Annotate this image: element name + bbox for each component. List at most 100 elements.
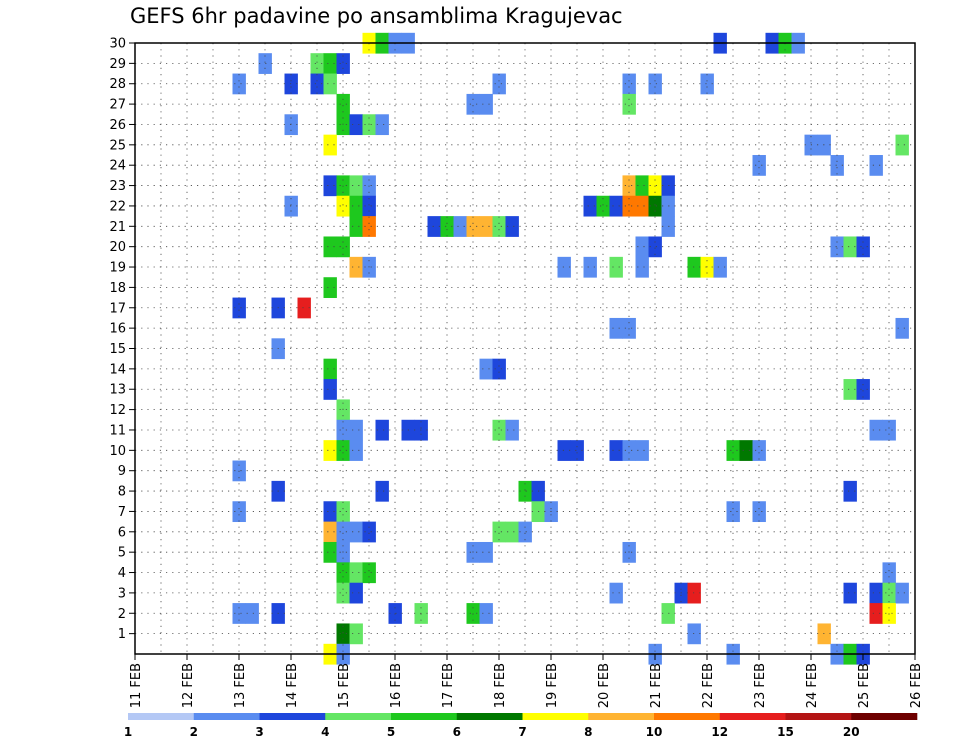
- colorbar-label: 5: [387, 725, 395, 739]
- heatmap-cell: [596, 195, 610, 217]
- heatmap-cell: [336, 501, 350, 523]
- heatmap-cell: [323, 53, 337, 74]
- heatmap-cell: [453, 216, 467, 237]
- heatmap-cell: [375, 419, 389, 441]
- heatmap-cell: [310, 73, 324, 95]
- y-tick-label: 11: [109, 423, 126, 438]
- heatmap-cell: [323, 440, 337, 461]
- heatmap-cell: [895, 317, 909, 339]
- heatmap-cell: [323, 521, 337, 543]
- heatmap-cell: [479, 358, 493, 380]
- heatmap-cell: [856, 379, 870, 400]
- heatmap-cell: [505, 419, 519, 441]
- heatmap-cell: [869, 582, 883, 604]
- heatmap-cell: [362, 216, 376, 237]
- colorbar-label: 20: [843, 725, 860, 739]
- heatmap-cell: [622, 195, 636, 217]
- y-tick-label: 9: [118, 464, 126, 479]
- colorbar-label: 8: [584, 725, 592, 739]
- heatmap-cell: [323, 541, 337, 563]
- heatmap-cell: [895, 134, 909, 156]
- heatmap-cell: [349, 114, 363, 136]
- heatmap-cell: [349, 256, 363, 278]
- colorbar-label: 15: [777, 725, 794, 739]
- heatmap-cell: [557, 440, 571, 461]
- y-tick-label: 22: [109, 199, 126, 214]
- y-tick-label: 18: [109, 281, 126, 296]
- heatmap-cell: [232, 297, 246, 319]
- y-tick-label: 30: [109, 37, 126, 52]
- heatmap-cell: [336, 521, 350, 543]
- colorbar-swatch: [851, 713, 918, 720]
- heatmap-cell: [323, 175, 337, 197]
- y-tick-label: 17: [109, 301, 126, 316]
- colorbar-swatch: [719, 713, 786, 720]
- chart-title: GEFS 6hr padavine po ansamblima Kragujev…: [130, 4, 623, 28]
- heatmap-cell: [700, 73, 714, 95]
- colorbar-label: 7: [518, 725, 526, 739]
- x-tick-label: 22 FEB: [701, 663, 716, 708]
- x-tick-label: 14 FEB: [285, 663, 300, 708]
- heatmap-cell: [492, 73, 506, 95]
- y-tick-label: 6: [118, 525, 126, 540]
- heatmap-cell: [323, 134, 337, 156]
- heatmap-cell: [622, 93, 636, 115]
- heatmap-cell: [648, 73, 662, 95]
- heatmap-cell: [336, 419, 350, 441]
- y-tick-label: 26: [109, 118, 126, 133]
- heatmap-cell: [323, 379, 337, 400]
- heatmap-cell: [336, 562, 350, 584]
- y-tick-label: 3: [118, 586, 126, 601]
- heatmap-cell: [635, 195, 649, 217]
- heatmap-cell: [336, 53, 350, 74]
- y-tick-label: 1: [118, 627, 126, 642]
- heatmap-cell: [362, 195, 376, 217]
- colorbar-label: 3: [255, 725, 263, 739]
- heatmap-cell: [609, 317, 623, 339]
- heatmap-cell: [635, 256, 649, 278]
- heatmap-cell: [609, 440, 623, 461]
- colorbar-swatch: [193, 713, 260, 720]
- heatmap-cell: [869, 419, 883, 441]
- heatmap-cell: [323, 73, 337, 95]
- heatmap-cell: [466, 216, 480, 237]
- y-tick-label: 20: [109, 240, 126, 255]
- heatmap-cell: [583, 256, 597, 278]
- heatmap-cell: [739, 440, 753, 461]
- heatmap-cell: [583, 195, 597, 217]
- y-tick-label: 5: [118, 546, 126, 561]
- heatmap-cell: [895, 582, 909, 604]
- x-axis: 11 FEB 12 FEB 13 FEB 14 FEB 15 FEB 16 FEB 17 F…: [129, 654, 924, 708]
- heatmap-cell: [349, 623, 363, 645]
- heatmap-cell: [323, 501, 337, 523]
- heatmap-cell: [310, 53, 324, 74]
- heatmap-cell: [479, 541, 493, 563]
- y-tick-label: 14: [109, 362, 126, 377]
- x-tick-label: 12 FEB: [181, 663, 196, 708]
- y-tick-label: 23: [109, 179, 126, 194]
- y-tick-label: 28: [109, 77, 126, 92]
- heatmap-cell: [843, 582, 857, 604]
- x-tick-label: 13 FEB: [233, 663, 248, 708]
- colorbar-label: 1: [124, 725, 132, 739]
- y-tick-label: 29: [109, 57, 126, 72]
- x-tick-label: 24 FEB: [805, 663, 820, 708]
- colorbar-label: 10: [646, 725, 663, 739]
- colorbar-label: 12: [711, 725, 728, 739]
- heatmap-cell: [648, 195, 662, 217]
- heatmap-cell: [479, 603, 493, 624]
- colorbar-swatch: [522, 713, 589, 720]
- heatmap-cell: [752, 155, 766, 176]
- heatmap-cell: [505, 216, 519, 237]
- colorbar-label: 6: [453, 725, 461, 739]
- heatmap-cell: [492, 521, 506, 543]
- y-tick-label: 21: [109, 220, 126, 235]
- heatmap-cell: [752, 440, 766, 461]
- heatmap-cell: [518, 480, 532, 502]
- y-tick-label: 15: [109, 342, 126, 357]
- heatmap-cell: [843, 480, 857, 502]
- x-tick-label: 20 FEB: [597, 663, 612, 708]
- heatmap-cell: [323, 236, 337, 258]
- y-tick-label: 27: [109, 98, 126, 113]
